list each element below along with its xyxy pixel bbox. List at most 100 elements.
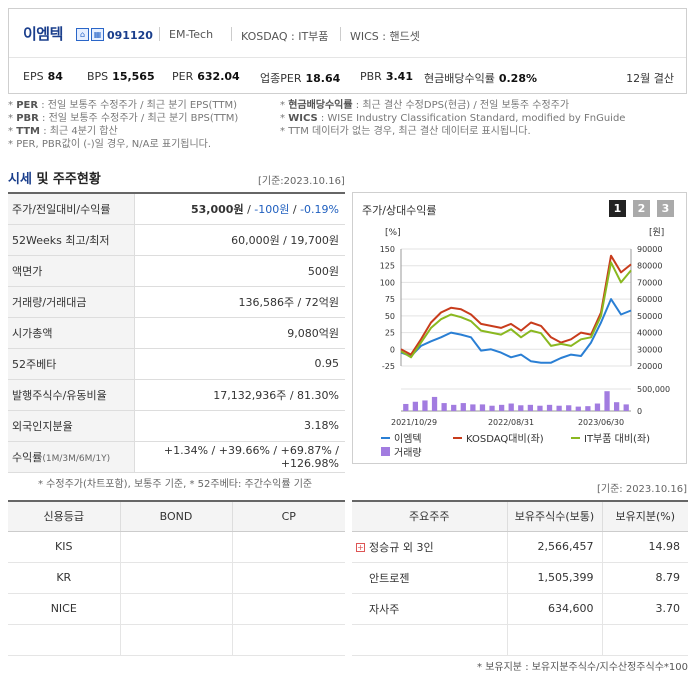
volume-bar (604, 391, 610, 411)
shareholder-name: 안트로젠 (352, 562, 508, 594)
row-value: 500원 (134, 255, 345, 287)
left-tick-label: 150 (380, 245, 395, 254)
table-row: KR (8, 562, 345, 594)
row-label: 거래량/거래대금 (8, 286, 135, 318)
row-value: +1.34% / +39.66% / +69.87% / +126.98% (134, 441, 345, 473)
ownership-pct: 8.79 (602, 562, 688, 594)
x-tick-label: 2021/10/29 (391, 418, 437, 427)
market-data-table: 주가/전일대비/수익률 53,000원 / -100원 / -0.19% 52W… (8, 192, 345, 473)
volume-bar (613, 402, 620, 411)
row-value: 53,000원 / -100원 / -0.19% (134, 193, 345, 225)
volume-bar (508, 403, 514, 411)
note-line: * PER, PBR값이 (-)일 경우, N/A로 표기됩니다. (8, 139, 212, 150)
agency-name: KIS (8, 531, 121, 563)
expand-icon[interactable]: + (356, 543, 365, 552)
legend-swatch (381, 447, 390, 456)
shareholder-footnote: * 보유지분 : 보유지분주식수/지수산정주식수*100 (477, 662, 688, 673)
company-header: 이엠텍 ⌂ ▦ 091120 EM-Tech KOSDAQ : IT부품 WIC… (8, 8, 687, 94)
english-name: EM-Tech (169, 28, 214, 41)
column-header: 주요주주 (352, 501, 508, 532)
table-row (8, 624, 345, 656)
table-row: 주가/전일대비/수익률 53,000원 / -100원 / -0.19% (8, 193, 345, 225)
chart-panel: 주가/상대수익률 1 2 3 [%] [원] 150 90000 125 80000 100… (352, 192, 687, 464)
row-value: 136,586주 / 72억원 (134, 286, 345, 318)
metric-eps: EPS 84 (23, 70, 63, 83)
table-row: 자사주 634,600 3.70 (352, 593, 688, 625)
legend-label: 이엠텍 (394, 433, 422, 445)
settlement-month: 12월 결산 (626, 72, 674, 85)
row-label: 액면가 (8, 255, 135, 287)
right-axis-unit: [원] (649, 227, 664, 238)
volume-bar (585, 406, 591, 411)
row-value: 0.95 (134, 348, 345, 380)
volume-bar (537, 405, 543, 411)
volume-bar (575, 406, 581, 411)
volume-bar (403, 403, 409, 411)
volume-bar (412, 401, 419, 411)
table-row: + 정승규 외 3인 2,566,457 14.98 (352, 531, 688, 563)
x-tick-label: 2022/08/31 (488, 418, 534, 427)
wics-sector: WICS : 핸드셋 (350, 30, 420, 43)
table-row: NICE (8, 593, 345, 625)
building-icon[interactable]: ▦ (91, 28, 104, 41)
metric-per: PER 632.04 (172, 70, 240, 83)
shareholder-name: 자사주 (352, 593, 508, 625)
market-sector: KOSDAQ : IT부품 (241, 30, 329, 43)
left-axis-unit: [%] (385, 228, 401, 238)
column-header: 보유지분(%) (602, 501, 688, 532)
row-value: 3.18% (134, 410, 345, 442)
series-line (400, 261, 632, 359)
series-line (400, 298, 632, 364)
chart-page-3-button[interactable]: 3 (657, 200, 674, 217)
notes-left: * PER : 전일 보통주 수정주가 / 최근 분기 EPS(TTM) * P… (8, 99, 238, 151)
shares-held: 1,505,399 (507, 562, 603, 594)
row-label: 52주베타 (8, 348, 135, 380)
legend-label: 거래량 (394, 447, 422, 459)
chart-page-2-button[interactable]: 2 (633, 200, 650, 217)
volume-bar (556, 405, 562, 411)
right-tick-label: 60000 (637, 295, 662, 304)
credit-rating-table: 신용등급 BOND CP KIS KR NICE (8, 500, 345, 656)
note-line: * WICS : WISE Industry Classification St… (280, 113, 626, 124)
table-row: 발행주식수/유동비율 17,132,936주 / 81.30% (8, 379, 345, 411)
company-name: 이엠텍 (23, 25, 63, 43)
left-tick-label: 100 (380, 278, 395, 287)
bond-rating (120, 562, 233, 594)
x-tick-label: 2023/06/30 (578, 418, 624, 427)
table-row (352, 624, 688, 656)
right-tick-label: 70000 (637, 278, 662, 287)
volume-bar (527, 404, 534, 411)
right-tick-label: 20000 (637, 362, 662, 371)
table-row: 수익률(1M/3M/6M/1Y) +1.34% / +39.66% / +69.… (8, 441, 345, 473)
chart-page-1-button[interactable]: 1 (609, 200, 626, 217)
left-tick-label: 125 (380, 262, 395, 271)
volume-tick-label: 0 (637, 407, 642, 416)
column-header: 신용등급 (8, 501, 121, 532)
table-row: 외국인지분율 3.18% (8, 410, 345, 442)
left-tick-label: -25 (382, 362, 395, 371)
note-line: * PER : 전일 보통주 수정주가 / 최근 분기 EPS(TTM) (8, 100, 238, 111)
volume-bar (498, 404, 505, 411)
table-row: 액면가 500원 (8, 255, 345, 287)
shareholders-table: 주요주주 보유주식수(보통) 보유지분(%) + 정승규 외 3인 2,566,4… (352, 500, 688, 656)
cp-rating (232, 562, 345, 594)
table-row: 시가총액 9,080억원 (8, 317, 345, 349)
metric-dividend-yield: 현금배당수익률 0.28% (424, 72, 538, 85)
home-icon[interactable]: ⌂ (76, 28, 89, 41)
left-tick-label: 25 (385, 329, 395, 338)
ownership-pct: 3.70 (602, 593, 688, 625)
volume-bar (431, 396, 438, 411)
column-header: CP (232, 501, 345, 532)
shareholder-name[interactable]: + 정승규 외 3인 (352, 531, 508, 563)
volume-bar (546, 404, 553, 411)
table-row: 안트로젠 1,505,399 8.79 (352, 562, 688, 594)
volume-bar (566, 405, 572, 411)
note-line: * 현금배당수익률 : 최근 결산 수정DPS(현금) / 전일 보통주 수정주… (280, 100, 570, 111)
table-header-row: 주요주주 보유주식수(보통) 보유지분(%) (352, 501, 688, 532)
table-row: KIS (8, 531, 345, 563)
metric-bps: BPS 15,565 (87, 70, 155, 83)
note-line: * PBR : 전일 보통주 수정주가 / 최근 분기 BPS(TTM) (8, 113, 239, 124)
right-tick-label: 50000 (637, 312, 662, 321)
agency-name: NICE (8, 593, 121, 625)
metrics-row: EPS 84 BPS 15,565 PER 632.04 업종PER 18.64 PBR… (9, 59, 686, 93)
